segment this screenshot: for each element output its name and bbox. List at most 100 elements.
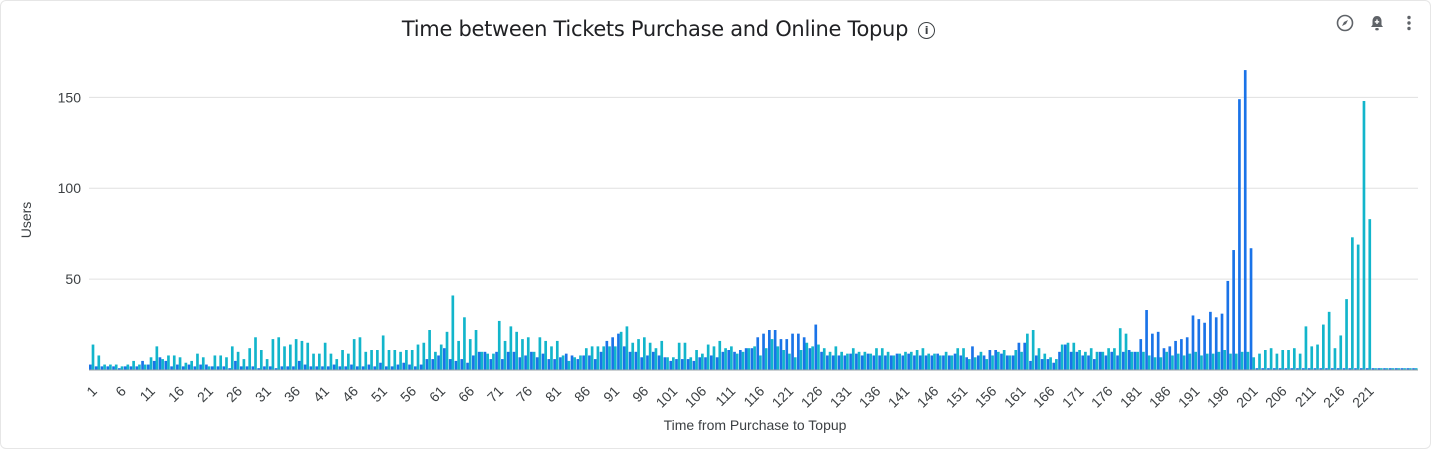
bar[interactable] [1011, 355, 1015, 370]
bar[interactable] [1151, 333, 1154, 370]
bar[interactable] [1174, 340, 1177, 370]
bar[interactable] [239, 366, 243, 370]
bar[interactable] [689, 357, 693, 370]
bar[interactable] [1159, 357, 1163, 370]
bar[interactable] [512, 351, 516, 370]
bar[interactable] [1072, 342, 1076, 370]
bar[interactable] [619, 331, 623, 370]
bar[interactable] [886, 351, 890, 370]
bar[interactable] [1049, 357, 1052, 370]
bar[interactable] [628, 351, 632, 370]
bar[interactable] [706, 344, 710, 370]
bar[interactable] [457, 340, 460, 370]
bar[interactable] [437, 355, 440, 370]
bar[interactable] [501, 359, 504, 370]
bar[interactable] [207, 366, 211, 370]
bar[interactable] [1060, 344, 1064, 370]
bar[interactable] [982, 355, 986, 370]
bar[interactable] [1182, 355, 1186, 370]
bar[interactable] [486, 353, 489, 370]
bar[interactable] [988, 350, 992, 370]
bar[interactable] [938, 355, 942, 370]
bar[interactable] [143, 364, 147, 370]
bar[interactable] [422, 342, 426, 370]
bar[interactable] [1127, 350, 1131, 370]
bar[interactable] [921, 348, 925, 370]
bar[interactable] [663, 357, 667, 370]
bar[interactable] [466, 362, 469, 370]
bar[interactable] [1362, 100, 1366, 371]
bar[interactable] [776, 346, 780, 370]
bar[interactable] [855, 353, 858, 370]
bar[interactable] [1171, 355, 1174, 370]
bar[interactable] [654, 348, 658, 370]
bar[interactable] [361, 366, 365, 370]
bar[interactable] [1223, 350, 1227, 370]
bar[interactable] [274, 368, 278, 370]
bar[interactable] [1238, 99, 1241, 371]
bar[interactable] [550, 346, 553, 370]
bar[interactable] [112, 366, 115, 370]
bar[interactable] [727, 350, 731, 370]
bar[interactable] [643, 337, 646, 370]
bar[interactable] [1176, 353, 1180, 370]
bar[interactable] [176, 364, 179, 370]
bar[interactable] [335, 359, 339, 370]
bar[interactable] [193, 366, 197, 370]
bar[interactable] [1255, 368, 1259, 370]
bar[interactable] [944, 351, 948, 370]
bar[interactable] [495, 351, 498, 370]
bar[interactable] [97, 355, 101, 370]
bar[interactable] [332, 364, 336, 370]
bar[interactable] [251, 366, 255, 370]
bar[interactable] [1371, 368, 1375, 370]
bar[interactable] [1029, 360, 1032, 370]
bar[interactable] [477, 351, 481, 370]
bar[interactable] [968, 359, 971, 370]
bar[interactable] [1400, 368, 1404, 370]
bar[interactable] [942, 355, 945, 370]
bar[interactable] [683, 342, 687, 370]
bar[interactable] [985, 359, 989, 370]
bar[interactable] [1101, 351, 1105, 370]
bar[interactable] [213, 355, 217, 370]
bar[interactable] [672, 357, 675, 370]
bar[interactable] [167, 355, 170, 370]
bar[interactable] [1005, 355, 1009, 370]
bar[interactable] [1296, 368, 1299, 370]
bar[interactable] [1116, 355, 1119, 370]
bar[interactable] [489, 359, 493, 370]
bar[interactable] [802, 337, 806, 370]
bar[interactable] [814, 324, 818, 370]
bar[interactable] [860, 355, 864, 370]
bar[interactable] [1214, 317, 1218, 370]
bar[interactable] [1322, 324, 1325, 370]
bar[interactable] [724, 348, 727, 370]
bar[interactable] [1104, 355, 1108, 370]
bar[interactable] [114, 364, 118, 370]
bar[interactable] [1385, 368, 1389, 370]
bar[interactable] [164, 360, 168, 370]
bar[interactable] [158, 357, 162, 370]
bar[interactable] [1345, 299, 1348, 370]
bar[interactable] [1000, 353, 1003, 370]
bar[interactable] [1063, 344, 1067, 370]
bar[interactable] [924, 355, 928, 370]
bar[interactable] [822, 348, 826, 370]
bar[interactable] [1243, 70, 1247, 370]
bar[interactable] [637, 339, 640, 370]
bar[interactable] [709, 355, 713, 370]
bar[interactable] [1409, 368, 1412, 370]
bar[interactable] [472, 355, 475, 370]
bar[interactable] [329, 353, 333, 370]
bar[interactable] [660, 340, 664, 370]
bar[interactable] [524, 355, 527, 370]
bar[interactable] [434, 351, 437, 370]
bar[interactable] [1095, 351, 1099, 370]
bar[interactable] [1107, 348, 1110, 370]
bar[interactable] [840, 351, 843, 370]
bar[interactable] [1307, 368, 1311, 370]
bar[interactable] [553, 359, 556, 370]
bar[interactable] [170, 366, 173, 370]
bar[interactable] [1356, 244, 1360, 370]
